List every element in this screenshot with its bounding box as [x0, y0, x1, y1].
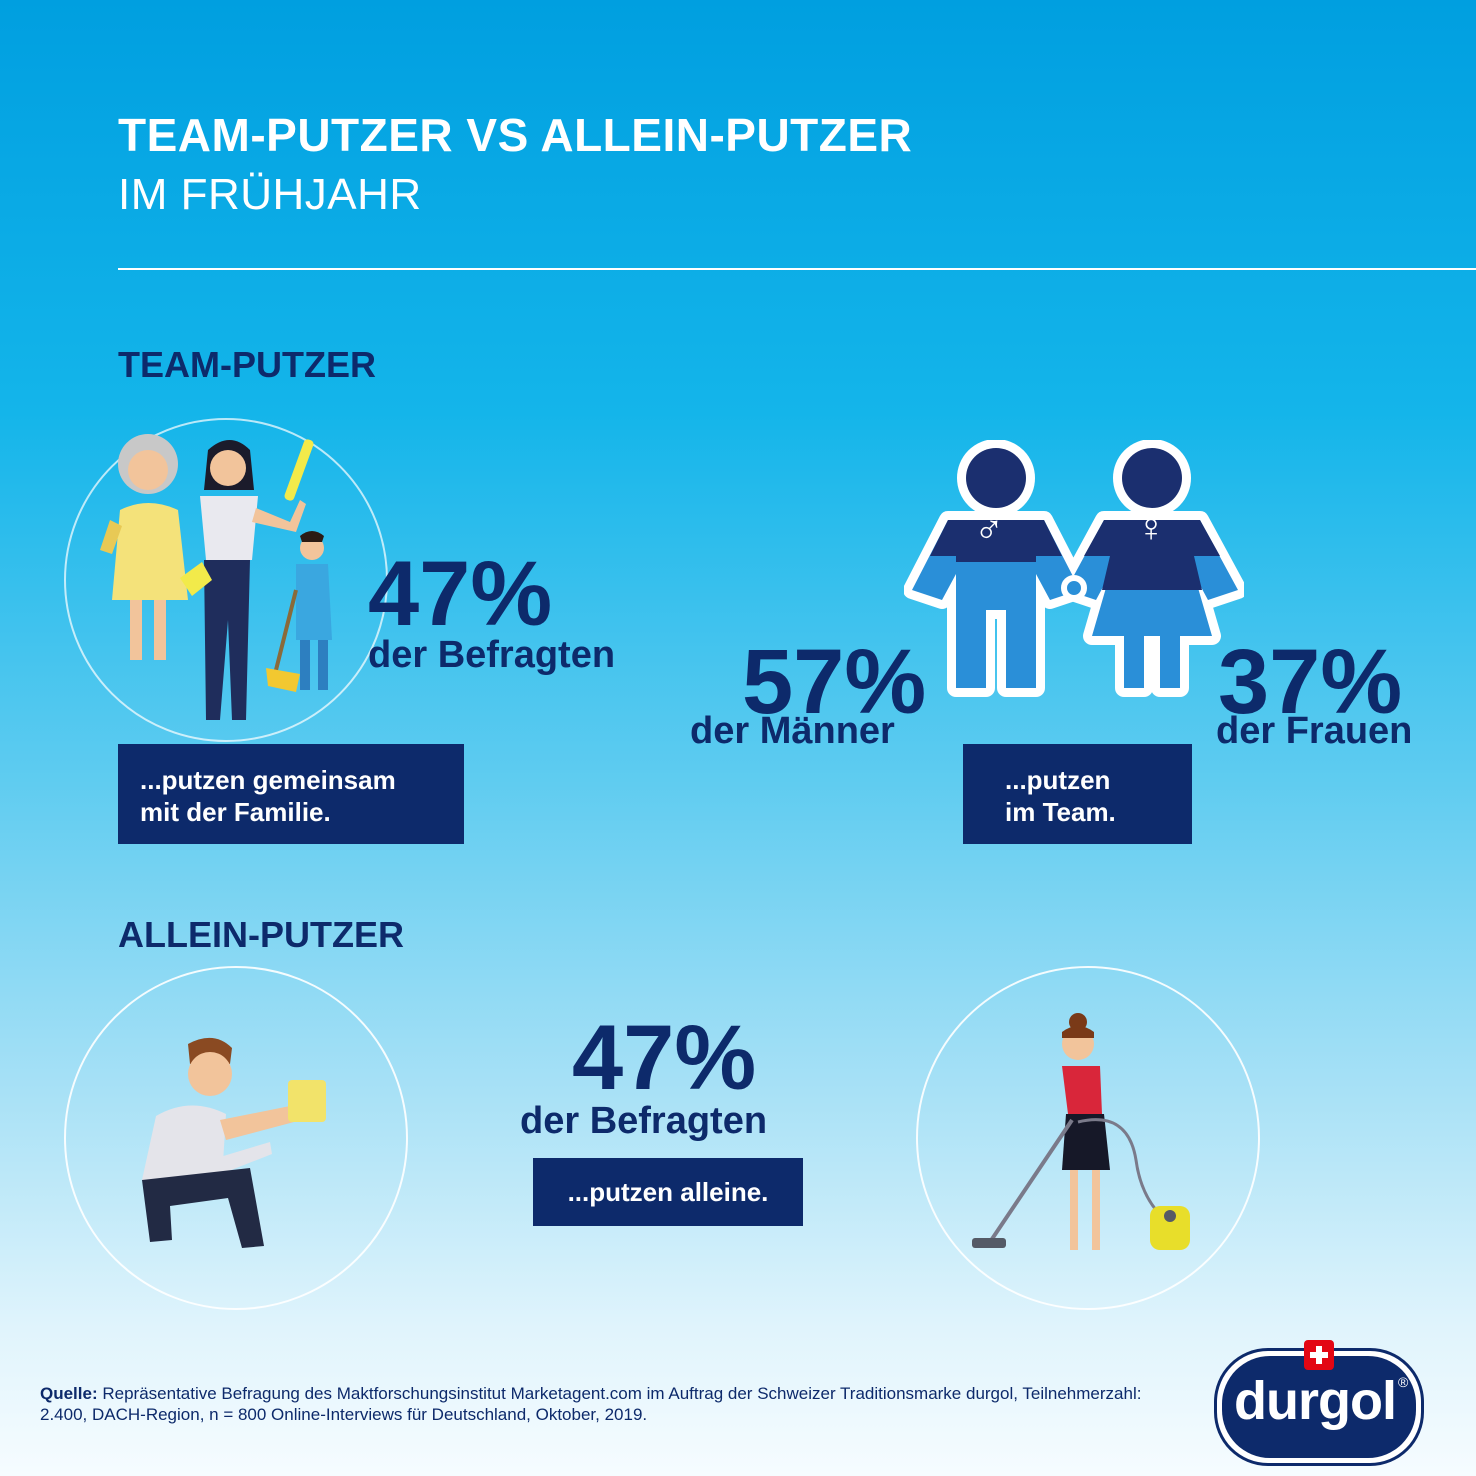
page-title: TEAM-PUTZER VS ALLEIN-PUTZER: [118, 109, 913, 161]
team-section-heading: TEAM-PUTZER: [118, 344, 376, 385]
logo-registered-mark: ®: [1398, 1374, 1409, 1390]
woman-vacuuming-illustration: [972, 1013, 1190, 1250]
man-cleaning-illustration: [142, 1037, 326, 1248]
family-label: der Befragten: [368, 634, 616, 676]
man-circle: [64, 966, 408, 1310]
family-box-line2: mit der Familie.: [140, 797, 331, 827]
source-text: Repräsentative Befragung des Maktforschu…: [40, 1384, 1142, 1424]
source-label: Quelle:: [40, 1384, 98, 1403]
couple-figures: [904, 440, 1244, 697]
source-note: Quelle: Repräsentative Befragung des Mak…: [40, 1383, 1190, 1425]
family-box: ...putzen gemeinsam mit der Familie.: [118, 744, 464, 844]
team-box: ...putzen im Team.: [963, 744, 1192, 844]
alone-box: ...putzen alleine.: [533, 1158, 803, 1226]
family-circle: [64, 418, 388, 742]
male-symbol-icon: ♂: [974, 508, 1004, 552]
page-subtitle: IM FRÜHJAHR: [118, 170, 422, 219]
men-percent: 57%: [742, 631, 927, 733]
woman-circle: [916, 966, 1260, 1310]
men-label: der Männer: [690, 710, 895, 752]
family-box-line1: ...putzen gemeinsam: [140, 765, 396, 795]
alone-label: der Befragten: [520, 1100, 768, 1142]
female-symbol-icon: ♀: [1136, 506, 1166, 550]
family-cleaning-illustration: [100, 434, 332, 720]
durgol-logo: durgol ®: [1208, 1340, 1430, 1472]
women-label: der Frauen: [1216, 710, 1413, 752]
family-percent: 47%: [368, 543, 553, 645]
logo-text: durgol: [1234, 1371, 1397, 1431]
alone-percent: 47%: [572, 1007, 757, 1109]
alone-section-heading: ALLEIN-PUTZER: [118, 914, 404, 955]
women-percent: 37%: [1218, 631, 1403, 733]
header-divider: [118, 268, 1476, 270]
team-box-line1: ...putzen: [1005, 765, 1111, 795]
team-box-line2: im Team.: [1005, 797, 1116, 827]
swiss-cross-icon: [1304, 1340, 1334, 1370]
